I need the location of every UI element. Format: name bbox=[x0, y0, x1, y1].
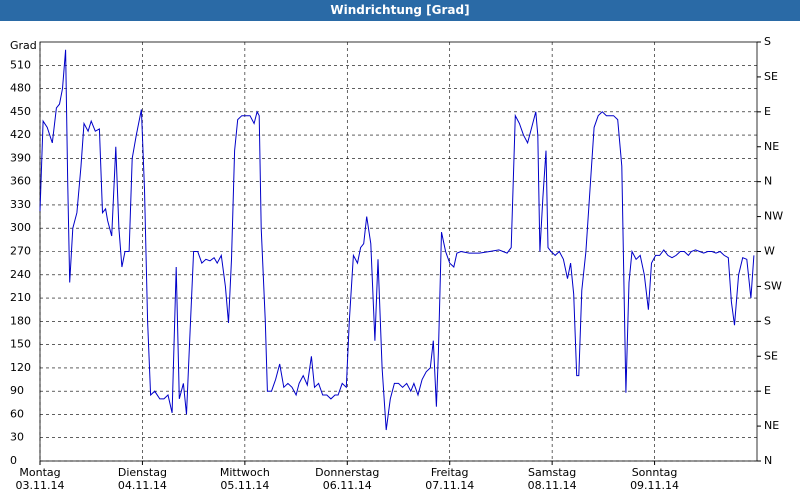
x-tick-label: Montag 03.11.14 bbox=[15, 466, 65, 492]
y2-tick-label: S bbox=[764, 314, 771, 327]
y2-tick-label: E bbox=[764, 384, 771, 397]
y-tick-label: 90 bbox=[10, 384, 24, 397]
y-tick-label: 480 bbox=[10, 82, 31, 95]
y2-tick-label: S bbox=[764, 35, 771, 48]
y-axis-label: Grad bbox=[10, 39, 37, 52]
chart-title: Windrichtung [Grad] bbox=[0, 0, 800, 21]
y2-tick-label: SE bbox=[764, 70, 778, 83]
y-tick-label: 0 bbox=[10, 454, 17, 467]
x-tick-label: Freitag 07.11.14 bbox=[425, 466, 475, 492]
y-tick-label: 60 bbox=[10, 407, 24, 420]
y-tick-label: 360 bbox=[10, 175, 31, 188]
y-tick-label: 390 bbox=[10, 151, 31, 164]
y2-tick-label: E bbox=[764, 105, 771, 118]
y-tick-label: 300 bbox=[10, 221, 31, 234]
y-tick-label: 510 bbox=[10, 58, 31, 71]
y2-tick-label: N bbox=[764, 454, 772, 467]
data-line bbox=[39, 49, 755, 431]
y-tick-label: 240 bbox=[10, 268, 31, 281]
y-tick-label: 330 bbox=[10, 198, 31, 211]
y2-tick-label: NE bbox=[764, 419, 779, 432]
y-tick-label: 150 bbox=[10, 338, 31, 351]
x-tick-label: Mittwoch 05.11.14 bbox=[219, 466, 270, 492]
y-tick-label: 30 bbox=[10, 431, 24, 444]
y2-tick-label: SW bbox=[764, 279, 782, 292]
y-tick-label: 180 bbox=[10, 314, 31, 327]
y-tick-label: 450 bbox=[10, 105, 31, 118]
x-tick-label: Sonntag 09.11.14 bbox=[630, 466, 680, 492]
y2-tick-label: SE bbox=[764, 349, 778, 362]
y2-tick-label: W bbox=[764, 245, 775, 258]
y-tick-label: 270 bbox=[10, 245, 31, 258]
x-tick-label: Dienstag 04.11.14 bbox=[117, 466, 167, 492]
y2-tick-label: N bbox=[764, 175, 772, 188]
y2-tick-label: NE bbox=[764, 140, 779, 153]
y-tick-label: 120 bbox=[10, 361, 31, 374]
y-tick-label: 210 bbox=[10, 291, 31, 304]
plot-frame bbox=[39, 41, 758, 462]
y2-tick-label: NW bbox=[764, 210, 783, 223]
x-tick-label: Donnerstag 06.11.14 bbox=[315, 466, 380, 492]
y-tick-label: 420 bbox=[10, 128, 31, 141]
x-tick-label: Samstag 08.11.14 bbox=[527, 466, 577, 492]
